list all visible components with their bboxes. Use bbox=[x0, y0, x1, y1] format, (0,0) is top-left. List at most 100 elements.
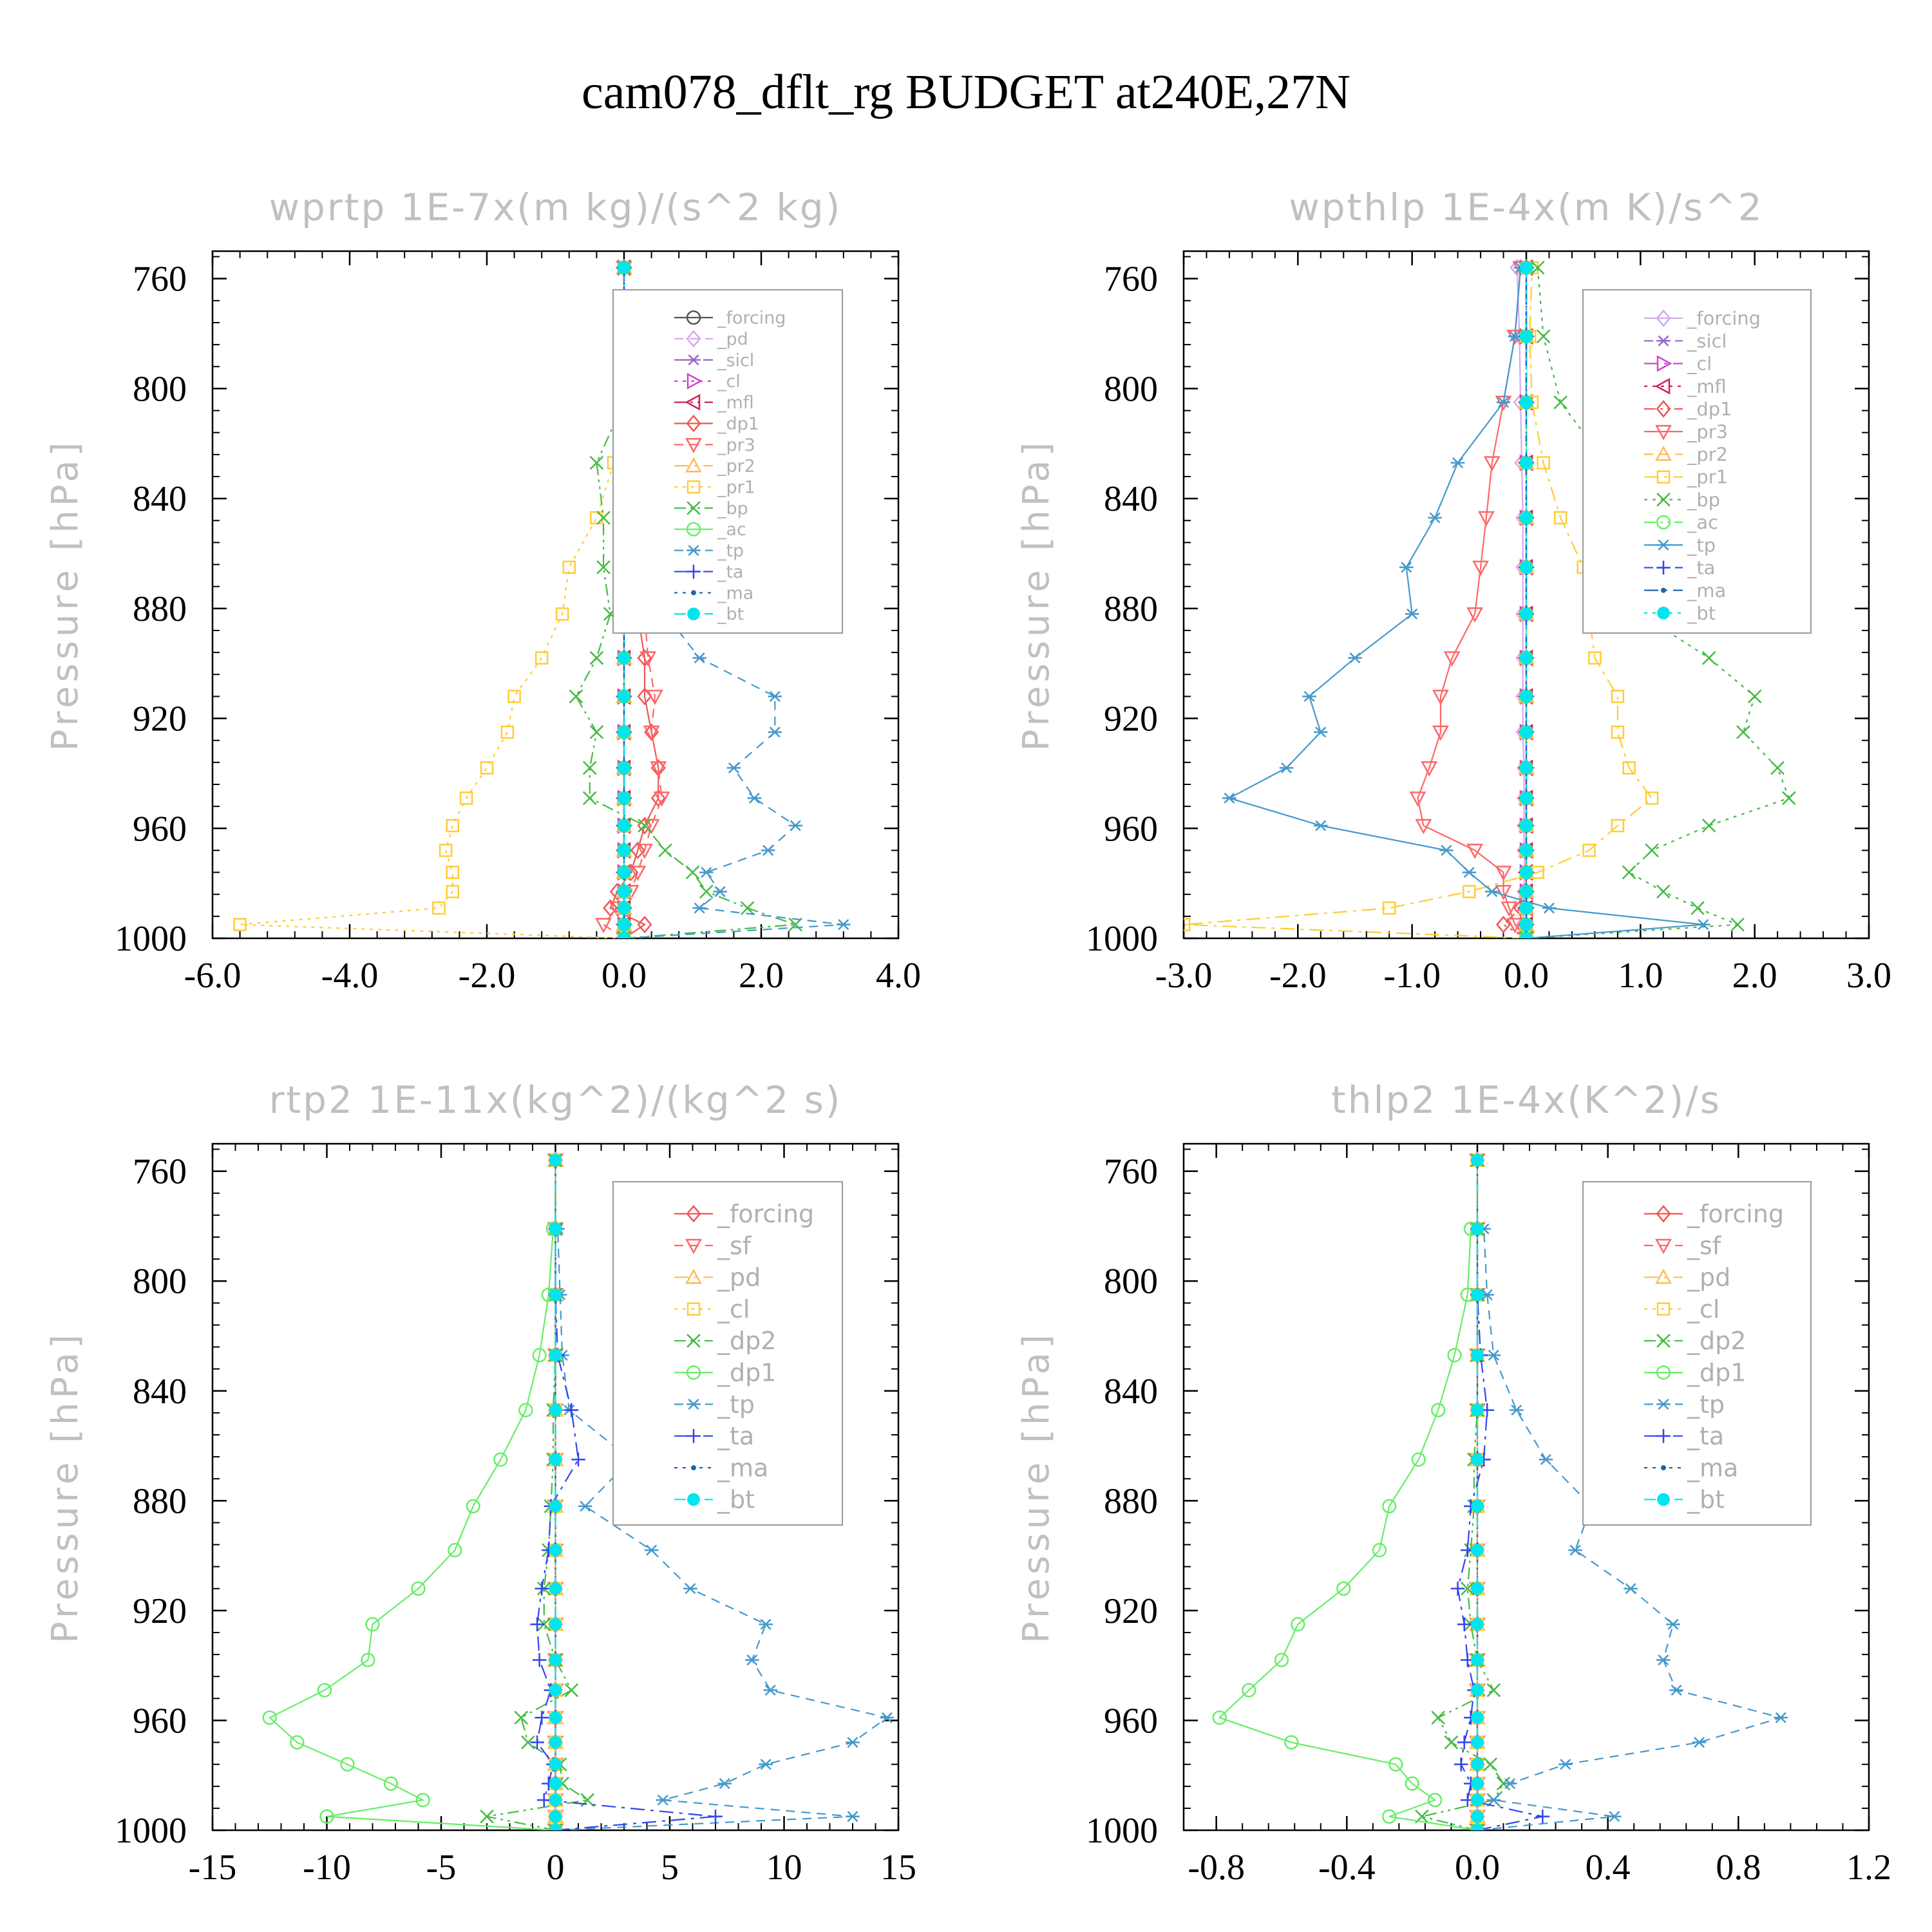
y-axis-label: Pressure [hPa] bbox=[1016, 1331, 1057, 1643]
data-point bbox=[656, 1794, 670, 1806]
series-line-pr1 bbox=[240, 267, 625, 938]
data-point bbox=[549, 1777, 562, 1790]
data-point bbox=[1411, 1452, 1426, 1467]
y-axis-label: Pressure [hPa] bbox=[44, 1331, 86, 1643]
data-point bbox=[1656, 884, 1671, 899]
data-point bbox=[290, 1735, 305, 1750]
data-point bbox=[1553, 511, 1567, 525]
x-tick-label: -2.0 bbox=[1269, 956, 1327, 996]
data-point bbox=[759, 1618, 773, 1630]
legend-entry: _cl bbox=[1644, 1295, 1719, 1323]
legend-marker bbox=[686, 522, 701, 536]
legend-label: _ta bbox=[717, 562, 744, 582]
data-point bbox=[532, 1653, 547, 1667]
legend-marker bbox=[685, 1268, 702, 1284]
legend-marker bbox=[1655, 1268, 1672, 1284]
legend-marker bbox=[1661, 1465, 1666, 1471]
data-point bbox=[788, 820, 803, 831]
data-point bbox=[1486, 1794, 1501, 1806]
data-point bbox=[1184, 918, 1191, 931]
data-point bbox=[411, 1581, 426, 1596]
data-point bbox=[637, 817, 652, 835]
data-point bbox=[1611, 690, 1625, 703]
data-point bbox=[535, 1581, 549, 1596]
data-point bbox=[1471, 1582, 1484, 1595]
y-tick-label: 1000 bbox=[1086, 919, 1158, 959]
series-line-pr1 bbox=[1184, 267, 1653, 938]
y-tick-label: 920 bbox=[133, 699, 187, 739]
data-point bbox=[629, 866, 647, 881]
data-point bbox=[1520, 560, 1533, 574]
data-point bbox=[618, 918, 630, 931]
legend-marker bbox=[1656, 470, 1671, 484]
data-point bbox=[1382, 901, 1396, 915]
data-point bbox=[1471, 1222, 1484, 1236]
series-markers-bp bbox=[569, 260, 803, 938]
x-tick-label: 15 bbox=[880, 1848, 916, 1888]
data-point bbox=[759, 1759, 773, 1770]
y-tick-label: 760 bbox=[133, 1152, 187, 1192]
axes-frame bbox=[211, 250, 900, 940]
y-tick-label: 800 bbox=[1104, 369, 1158, 409]
data-point bbox=[383, 1776, 399, 1791]
data-point bbox=[1520, 902, 1533, 914]
data-point bbox=[1645, 791, 1659, 805]
data-point bbox=[1520, 261, 1533, 274]
legend-label: _ma bbox=[1687, 1454, 1738, 1482]
data-point bbox=[549, 1453, 562, 1466]
data-point bbox=[1471, 1453, 1484, 1466]
panel-3: rtp2 1E-11x(kg^2)/(kg^2 s) Pressure [hPa]… bbox=[44, 1078, 916, 1888]
legend-label: _cl bbox=[717, 372, 741, 392]
legend-entry: _pd bbox=[1644, 1264, 1730, 1292]
data-point bbox=[466, 1499, 480, 1513]
legend-marker bbox=[687, 372, 703, 390]
legend-entry: _bp bbox=[1644, 489, 1720, 511]
data-point bbox=[459, 791, 473, 805]
data-point bbox=[365, 1617, 380, 1632]
data-point bbox=[1466, 607, 1484, 623]
legend-marker bbox=[1656, 1334, 1671, 1348]
data-point bbox=[549, 1544, 562, 1557]
legend-entry: _ta bbox=[1644, 1422, 1724, 1450]
data-point bbox=[618, 690, 630, 703]
y-tick-label: 880 bbox=[133, 589, 187, 629]
legend-label: _pr2 bbox=[1687, 443, 1728, 465]
data-point bbox=[1520, 791, 1533, 805]
legend-label: _dp1 bbox=[1687, 398, 1732, 420]
legend-marker bbox=[687, 1493, 700, 1506]
data-point bbox=[1501, 901, 1518, 917]
data-point bbox=[726, 762, 741, 773]
x-tick-label: -6.0 bbox=[184, 956, 242, 996]
legend-entry: _pr2 bbox=[1644, 443, 1728, 465]
panel-title: rtp2 1E-11x(kg^2)/(kg^2 s) bbox=[269, 1078, 842, 1122]
y-tick-label: 760 bbox=[133, 260, 187, 299]
legend-entry: _pd bbox=[674, 329, 748, 349]
x-tick-label: -5 bbox=[426, 1848, 457, 1888]
data-point bbox=[1736, 725, 1750, 739]
data-point bbox=[1656, 1654, 1671, 1666]
legend-label: _ma bbox=[717, 583, 753, 603]
data-point bbox=[1520, 651, 1533, 665]
legend-entry: _forcing bbox=[674, 1200, 814, 1228]
legend-label: _pr1 bbox=[717, 478, 755, 498]
legend-entry: _pr3 bbox=[674, 435, 755, 455]
data-point bbox=[618, 885, 630, 898]
data-point bbox=[637, 916, 652, 934]
data-point bbox=[658, 843, 672, 858]
legend-entry: _pr1 bbox=[674, 478, 755, 498]
data-point bbox=[1471, 1810, 1484, 1823]
legend-label: _ac bbox=[717, 520, 746, 540]
data-point bbox=[1382, 1499, 1397, 1513]
data-point bbox=[1701, 819, 1716, 833]
data-point bbox=[446, 866, 459, 879]
data-point bbox=[555, 607, 569, 621]
legend-marker bbox=[687, 480, 701, 494]
data-point bbox=[1582, 844, 1596, 857]
legend-marker bbox=[687, 354, 701, 366]
data-point bbox=[1535, 1809, 1550, 1824]
data-point bbox=[1212, 1710, 1227, 1725]
series-markers-bt bbox=[549, 1153, 562, 1830]
legend-entry: _tp bbox=[1644, 534, 1716, 556]
series-group bbox=[262, 1151, 895, 1830]
data-point bbox=[1520, 918, 1533, 931]
